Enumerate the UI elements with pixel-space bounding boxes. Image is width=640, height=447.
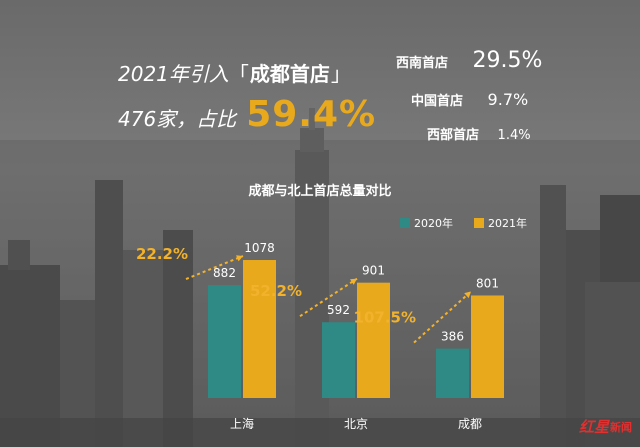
category-label-2: 成都 bbox=[458, 417, 482, 431]
value-label-0-0: 882 bbox=[213, 266, 236, 280]
stat-southwest-label: 西南首店 bbox=[396, 56, 449, 71]
stat-west-label: 西部首店 bbox=[427, 128, 480, 143]
stat-southwest: 西南首店 29.5% bbox=[396, 48, 542, 73]
bar-2-series-2021 bbox=[471, 295, 504, 398]
growth-arrow-head-1 bbox=[350, 278, 357, 285]
value-label-1-1: 901 bbox=[362, 264, 385, 278]
bar-2-series-2020 bbox=[436, 348, 469, 398]
bar-0-series-2021 bbox=[243, 260, 276, 398]
value-label-2-1: 801 bbox=[476, 276, 499, 290]
growth-arrow-1 bbox=[299, 277, 358, 318]
headline-count-text: 476家，占比 bbox=[118, 107, 237, 131]
headline-keyword: 成都首店 bbox=[249, 62, 330, 86]
stat-southwest-value: 29.5% bbox=[472, 48, 543, 73]
legend-label-2021: 2021年 bbox=[488, 216, 527, 230]
growth-label-0: 22.2% bbox=[136, 245, 188, 263]
logo: 红星 新闻 bbox=[579, 416, 632, 437]
growth-arrow-head-2 bbox=[464, 291, 471, 299]
stat-west: 西部首店 1.4% bbox=[427, 124, 531, 143]
stat-west-value: 1.4% bbox=[497, 128, 531, 143]
bar-1-series-2021 bbox=[357, 282, 390, 398]
chart-title: 成都与北上首店总量对比 bbox=[248, 184, 392, 199]
logo-mark: 红星 bbox=[578, 418, 609, 436]
bar-1-series-2020 bbox=[322, 322, 355, 398]
category-label-1: 北京 bbox=[344, 417, 368, 431]
growth-arrow-2 bbox=[413, 290, 472, 344]
value-label-0-1: 1078 bbox=[244, 241, 275, 255]
headline-percent: 59.4% bbox=[246, 94, 377, 135]
headline-bracket-open: 「 bbox=[228, 62, 249, 86]
stat-china-label: 中国首店 bbox=[411, 94, 464, 109]
legend-swatch-2020 bbox=[400, 218, 410, 228]
stat-china: 中国首店 9.7% bbox=[411, 90, 528, 109]
growth-arrow-head-0 bbox=[236, 255, 243, 262]
growth-arrow-0 bbox=[185, 255, 244, 281]
value-label-1-0: 592 bbox=[327, 303, 350, 317]
legend-swatch-2021 bbox=[474, 218, 484, 228]
headline-line-2: 476家，占比 59.4% bbox=[118, 94, 376, 135]
value-label-2-0: 386 bbox=[441, 330, 464, 344]
headline: 2021年引入 「 成都首店 」 476家，占比 59.4% bbox=[118, 58, 375, 135]
category-label-0: 上海 bbox=[230, 416, 254, 431]
growth-label-1: 52.2% bbox=[250, 282, 302, 300]
stat-china-value: 9.7% bbox=[487, 90, 529, 109]
headline-prefix: 2021年引入 bbox=[118, 62, 229, 86]
bar-0-series-2020 bbox=[208, 285, 241, 398]
legend-label-2020: 2020年 bbox=[414, 216, 453, 230]
headline-line-1: 2021年引入 「 成都首店 」 bbox=[118, 58, 351, 87]
headline-bracket-close: 」 bbox=[330, 62, 351, 86]
growth-label-2: 107.5% bbox=[354, 309, 416, 327]
logo-sub: 新闻 bbox=[610, 420, 632, 434]
